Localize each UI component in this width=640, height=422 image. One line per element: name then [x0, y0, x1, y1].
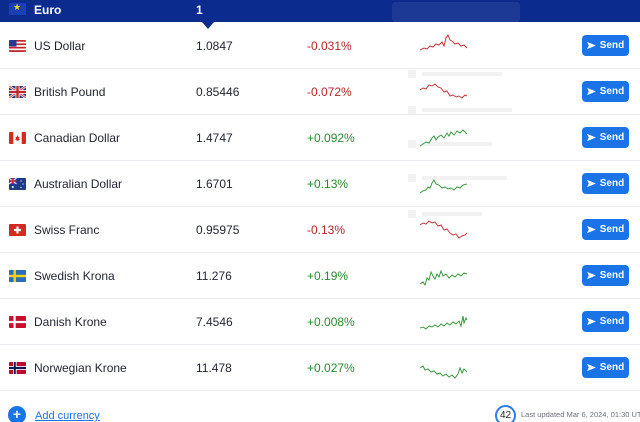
canada-flag-icon — [9, 132, 26, 144]
currency-row-sek[interactable]: Swedish Krona 11.276 +0.19% Send — [0, 253, 640, 299]
send-label: Send — [599, 178, 625, 189]
currency-row-cad[interactable]: Canadian Dollar 1.4747 +0.092% Send — [0, 115, 640, 161]
currency-list: US Dollar 1.0847 -0.031% Send British Po… — [0, 23, 640, 391]
header-pointer — [202, 22, 214, 29]
currency-name: Norwegian Krone — [34, 361, 127, 375]
send-icon — [586, 133, 596, 142]
send-label: Send — [599, 270, 625, 281]
base-currency-value[interactable]: 1 — [196, 3, 203, 17]
send-label: Send — [599, 224, 625, 235]
currency-row-chf[interactable]: Swiss Franc 0.95975 -0.13% Send — [0, 207, 640, 253]
send-button[interactable]: Send — [582, 265, 629, 286]
currency-row-gbp[interactable]: British Pound 0.85446 -0.072% Send — [0, 69, 640, 115]
send-button[interactable]: Send — [582, 127, 629, 148]
send-icon — [586, 225, 596, 234]
base-currency-header: Euro 1 — [0, 0, 640, 29]
currency-name: Canadian Dollar — [34, 131, 121, 145]
send-icon — [586, 317, 596, 326]
currency-change: +0.027% — [307, 361, 355, 375]
denmark-flag-icon — [9, 316, 26, 328]
currency-row-nok[interactable]: Norwegian Krone 11.478 +0.027% Send — [0, 345, 640, 391]
currency-rate: 7.4546 — [196, 315, 233, 329]
send-button[interactable]: Send — [582, 311, 629, 332]
send-icon — [586, 179, 596, 188]
currency-rate: 0.85446 — [196, 85, 240, 99]
currency-change: +0.008% — [307, 315, 355, 329]
currency-name: Australian Dollar — [34, 177, 123, 191]
currency-rate: 1.0847 — [196, 39, 233, 53]
send-label: Send — [599, 362, 625, 373]
trend-sparkline — [420, 33, 468, 51]
footer: + Add currency 42 Last updated Mar 6, 20… — [0, 398, 640, 422]
australia-flag-icon — [9, 178, 26, 190]
norway-flag-icon — [9, 362, 26, 374]
send-button[interactable]: Send — [582, 219, 629, 240]
send-label: Send — [599, 86, 625, 97]
currency-change: +0.092% — [307, 131, 355, 145]
currency-change: +0.13% — [307, 177, 349, 191]
currency-name: US Dollar — [34, 39, 86, 53]
currency-rate: 1.4747 — [196, 131, 233, 145]
currency-name: Danish Krone — [34, 315, 107, 329]
send-icon — [586, 41, 596, 50]
currency-change: +0.19% — [307, 269, 349, 283]
add-currency-link[interactable]: Add currency — [35, 410, 100, 422]
currency-name: Swedish Krona — [34, 269, 115, 283]
base-currency-name: Euro — [34, 3, 62, 17]
trend-sparkline — [420, 129, 468, 147]
uk-flag-icon — [9, 86, 26, 98]
trend-sparkline — [420, 220, 468, 239]
send-label: Send — [599, 132, 625, 143]
currency-row-dkk[interactable]: Danish Krone 7.4546 +0.008% Send — [0, 299, 640, 345]
last-updated-text: Last updated Mar 6, 2024, 01:30 UTC — [521, 410, 640, 419]
currency-rate: 0.95975 — [196, 223, 240, 237]
send-label: Send — [599, 316, 625, 327]
trend-sparkline — [420, 83, 468, 99]
currency-rate: 11.478 — [196, 361, 232, 375]
currency-row-aud[interactable]: Australian Dollar 1.6701 +0.13% Send — [0, 161, 640, 207]
send-icon — [586, 87, 596, 96]
send-icon — [586, 271, 596, 280]
trend-sparkline — [420, 179, 468, 194]
switzerland-flag-icon — [9, 224, 26, 236]
send-icon — [586, 363, 596, 372]
currency-rate: 1.6701 — [196, 177, 233, 191]
currency-name: Swiss Franc — [34, 223, 100, 237]
send-button[interactable]: Send — [582, 81, 629, 102]
us-flag-icon — [9, 40, 26, 52]
currency-row-usd[interactable]: US Dollar 1.0847 -0.031% Send — [0, 23, 640, 69]
currency-rate: 11.276 — [196, 269, 232, 283]
send-button[interactable]: Send — [582, 357, 629, 378]
currency-change: -0.031% — [307, 39, 352, 53]
refresh-countdown: 42 — [495, 405, 516, 422]
trend-sparkline — [420, 269, 468, 287]
trend-sparkline — [420, 315, 468, 330]
menu-ghost — [392, 2, 520, 22]
add-icon[interactable]: + — [8, 406, 26, 422]
currency-name: British Pound — [34, 85, 106, 99]
currency-change: -0.13% — [307, 223, 346, 237]
send-button[interactable]: Send — [582, 173, 629, 194]
sweden-flag-icon — [9, 270, 26, 282]
send-label: Send — [599, 40, 625, 51]
eu-flag-icon — [9, 2, 26, 15]
currency-change: -0.072% — [307, 85, 352, 99]
send-button[interactable]: Send — [582, 35, 629, 56]
trend-sparkline — [420, 365, 468, 379]
